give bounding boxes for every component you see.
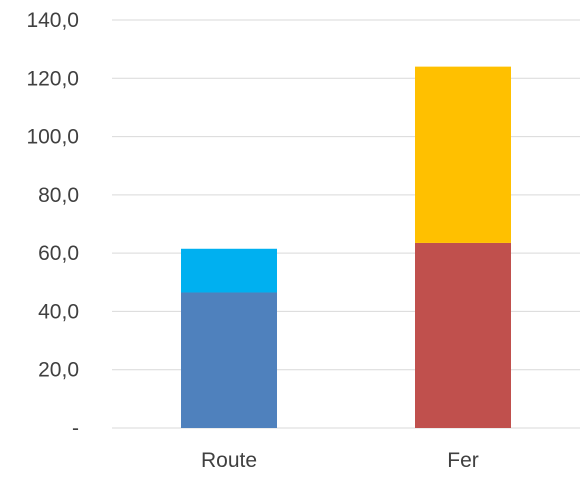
x-category-label-route: Route <box>201 449 257 472</box>
y-tick-label: - <box>72 417 79 440</box>
y-tick-label: 60,0 <box>38 242 79 265</box>
bars <box>181 66 511 428</box>
x-category-label-fer: Fer <box>447 449 479 472</box>
bar-fer-segment-2 <box>415 66 511 243</box>
y-axis-tick-labels: - 20,0 40,0 60,0 80,0 100,0 120,0 140,0 <box>26 9 79 440</box>
bar-route-segment-2 <box>181 248 277 293</box>
bar-fer-segment-1 <box>415 242 511 428</box>
y-tick-label: 40,0 <box>38 300 79 323</box>
bar-route-segment-1 <box>181 292 277 428</box>
y-tick-label: 140,0 <box>26 9 79 32</box>
x-axis-category-labels: Route Fer <box>201 449 479 472</box>
y-tick-label: 80,0 <box>38 184 79 207</box>
y-tick-label: 120,0 <box>26 67 79 90</box>
y-tick-label: 100,0 <box>26 126 79 149</box>
y-tick-label: 20,0 <box>38 359 79 382</box>
